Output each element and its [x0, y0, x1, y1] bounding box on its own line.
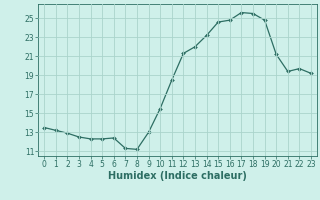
- X-axis label: Humidex (Indice chaleur): Humidex (Indice chaleur): [108, 171, 247, 181]
